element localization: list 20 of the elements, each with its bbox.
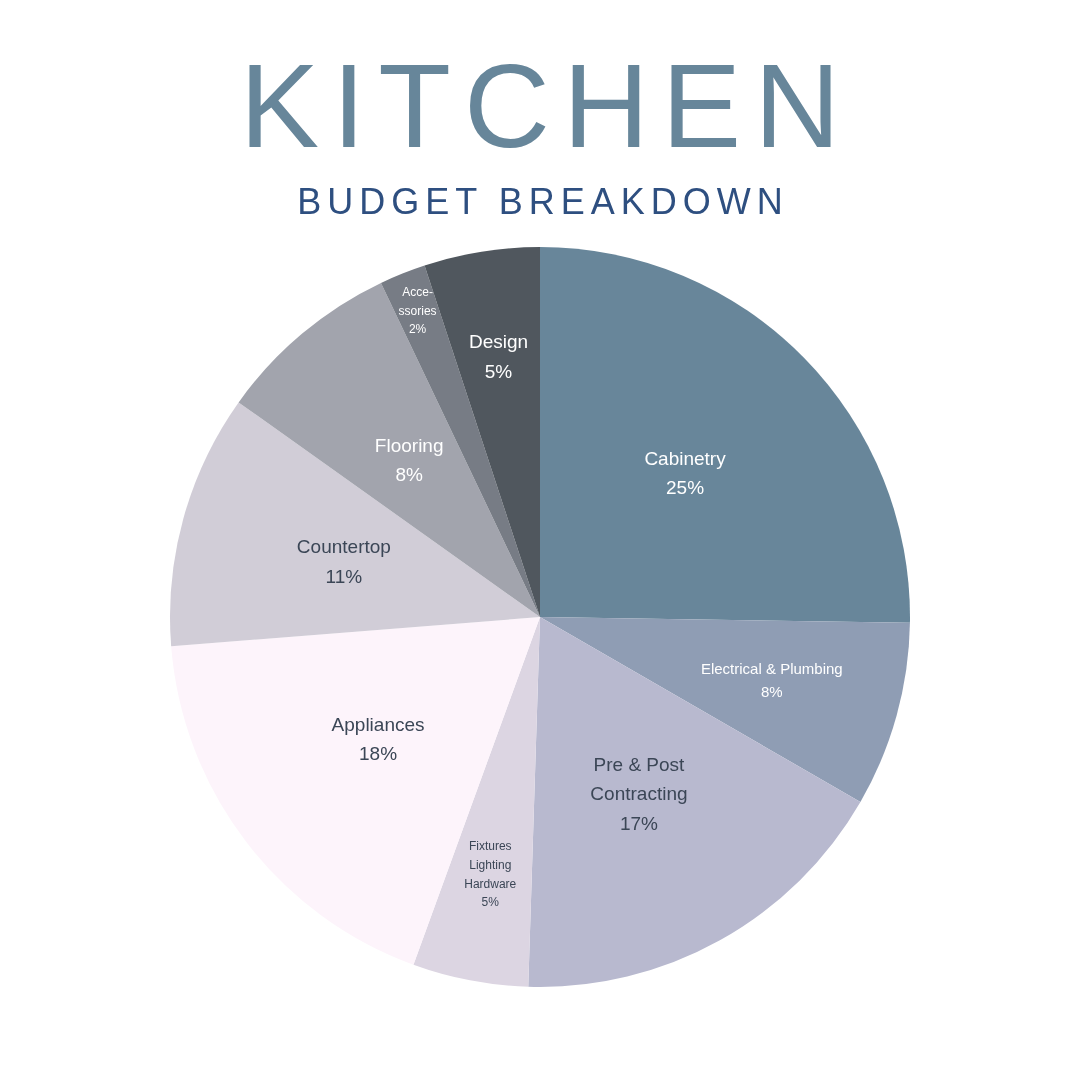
data-label: 8% [395, 464, 424, 486]
slice-label: Flooring [374, 434, 444, 456]
slice-label: Design [468, 331, 529, 353]
slice-label: Cabinetry [644, 447, 727, 469]
chart-title: KITCHEN [238, 39, 854, 172]
slice-label: Countertop [296, 536, 391, 558]
slice-label: Electrical & Plumbing [700, 659, 843, 677]
slice-label: Fixtures Lighting Hardware [464, 839, 517, 891]
data-label: 5% [481, 895, 500, 910]
data-label: 5% [484, 360, 513, 382]
data-label: 11% [325, 565, 363, 587]
chart-subtitle: BUDGET BREAKDOWN [296, 181, 789, 222]
slice-label: Pre & Post Contracting [590, 753, 688, 805]
slice-label: Acce- ssories [398, 285, 437, 318]
data-label: 18% [359, 743, 398, 765]
data-label: 25% [666, 477, 705, 499]
data-label: 2% [408, 322, 427, 337]
data-label: 17% [619, 812, 659, 834]
slice-label: Appliances [331, 713, 425, 735]
data-label: 8% [760, 682, 783, 700]
